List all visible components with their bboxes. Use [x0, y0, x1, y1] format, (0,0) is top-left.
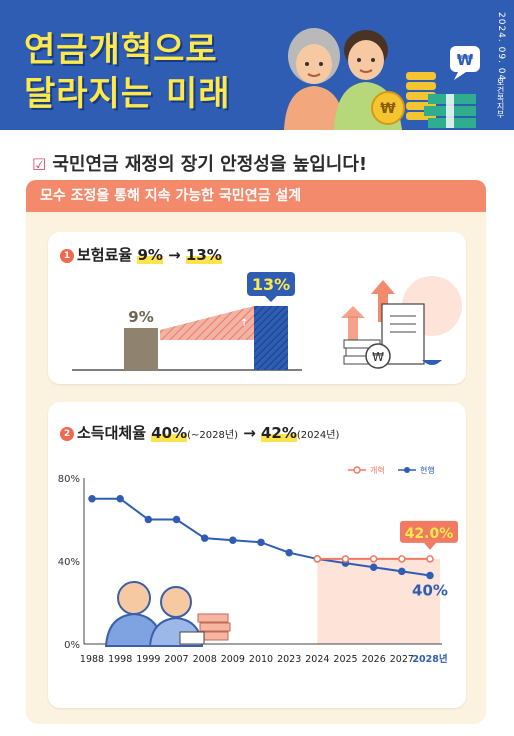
card1-arrow: → — [162, 246, 186, 264]
x-tick-label: 2024 — [305, 654, 329, 665]
card2-to-note: (2024년) — [296, 430, 340, 441]
x-tick-label: 2025 — [333, 654, 357, 665]
x-tick-label: 1999 — [136, 654, 160, 665]
data-point — [341, 555, 350, 563]
headline: ☑ 국민연금 재정의 장기 안정성을 높입니다! — [32, 150, 367, 176]
data-point — [369, 563, 378, 571]
legend-label-reform: 개혁 — [370, 465, 385, 475]
x-tick-label: 2008 — [193, 654, 217, 665]
card2-title-prefix: 소득대체율 — [77, 424, 152, 442]
data-point — [285, 548, 293, 557]
section-number-1: 1 — [60, 249, 74, 263]
y-tick-label: 40% — [58, 557, 80, 568]
elderly-couple-illustration: ₩ ₩ — [284, 28, 480, 130]
reform-end-label: 42.0% — [405, 526, 454, 542]
data-point — [144, 515, 153, 524]
x-tick-label: 2009 — [221, 654, 245, 665]
data-point — [88, 495, 96, 503]
data-point — [398, 555, 406, 563]
data-point — [426, 555, 434, 563]
reform-label-pointer — [424, 542, 436, 550]
org-name: 보건복지부 — [496, 78, 505, 118]
y-tick-label: 80% — [58, 474, 80, 485]
bar-before-label: 9% — [128, 308, 153, 326]
data-point — [172, 515, 181, 524]
svg-text:↑: ↑ — [240, 318, 248, 329]
card2-from-note: (~2028년) — [187, 430, 238, 441]
x-tick-label: 2010 — [249, 654, 273, 665]
card1-title-prefix: 보험료율 — [77, 246, 138, 264]
title-line-2: 달라지는 미래 — [24, 74, 231, 114]
bar-before — [124, 328, 158, 370]
title-line-1: 연금개혁으로 — [24, 30, 218, 70]
card2-title: 2 소득대체율 40%(~2028년) → 42%(2024년) — [60, 422, 339, 443]
contribution-rate-graphic: ↑ 9% 13% ₩ — [72, 272, 462, 371]
x-tick-label: 2007 — [164, 654, 188, 665]
svg-text:₩: ₩ — [380, 101, 396, 117]
data-point — [426, 571, 434, 580]
data-point — [229, 536, 237, 544]
card-replacement-rate: 2 소득대체율 40%(~2028년) → 42%(2024년) 80% 40% 0%… — [48, 402, 466, 708]
grandmother-figure — [284, 28, 346, 130]
card2-to: 42% — [261, 424, 297, 442]
svg-text:₩: ₩ — [372, 350, 384, 364]
reform-area — [317, 558, 440, 644]
card1-title: 1 보험료율 9% → 13% — [60, 244, 222, 265]
money-stack-illustration: ₩ — [341, 276, 462, 369]
section-number-2: 2 — [60, 427, 74, 441]
reform-label-box — [400, 520, 458, 543]
card1-from: 9% — [137, 246, 163, 264]
data-point — [398, 567, 406, 576]
svg-text:₩: ₩ — [457, 51, 474, 69]
legend-marker-current — [404, 467, 410, 473]
increase-wedge — [160, 306, 254, 340]
data-point — [313, 555, 322, 563]
current-end-label: 40% — [412, 582, 448, 600]
header-banner: 연금개혁으로 달라지는 미래 ₩ — [0, 0, 514, 130]
data-point — [369, 555, 378, 563]
data-point — [200, 534, 209, 542]
elderly-couple-small-illustration — [104, 581, 231, 647]
replacement-rate-chart: 80% 40% 0%1988 1998 1999 2007 2008 2009 2010 2023… — [58, 465, 458, 665]
subtitle-banner: 모수 조정을 통해 지속 가능한 국민연금 설계 — [26, 180, 486, 212]
legend-marker-reform — [353, 466, 361, 474]
bar-after-label: 13% — [252, 275, 290, 294]
headline-text: 국민연금 재정의 장기 안정성을 높입니다! — [52, 154, 368, 175]
card1-to: 13% — [185, 246, 222, 264]
data-point — [116, 495, 124, 503]
y-tick-label: 0% — [64, 640, 80, 651]
data-point — [257, 538, 265, 547]
x-tick-label: 2027 — [390, 654, 414, 665]
x-tick-label: 1988 — [80, 654, 104, 665]
card2-arrow: → — [237, 424, 261, 442]
check-icon: ☑ — [32, 155, 47, 174]
card-contribution-rate: 1 보험료율 9% → 13% ↑ 9% 13% — [48, 232, 466, 384]
card2-from: 40% — [151, 424, 188, 442]
x-tick-label: 2026 — [362, 654, 386, 665]
bar-after — [254, 306, 288, 370]
x-tick-label: 1998 — [108, 654, 132, 665]
x-tick-label: 2023 — [277, 654, 301, 665]
legend-label-current: 현행 — [420, 465, 435, 475]
publish-date: 2024. 09. 04. — [496, 12, 506, 86]
x-tick-label: 2028년 — [412, 653, 447, 665]
